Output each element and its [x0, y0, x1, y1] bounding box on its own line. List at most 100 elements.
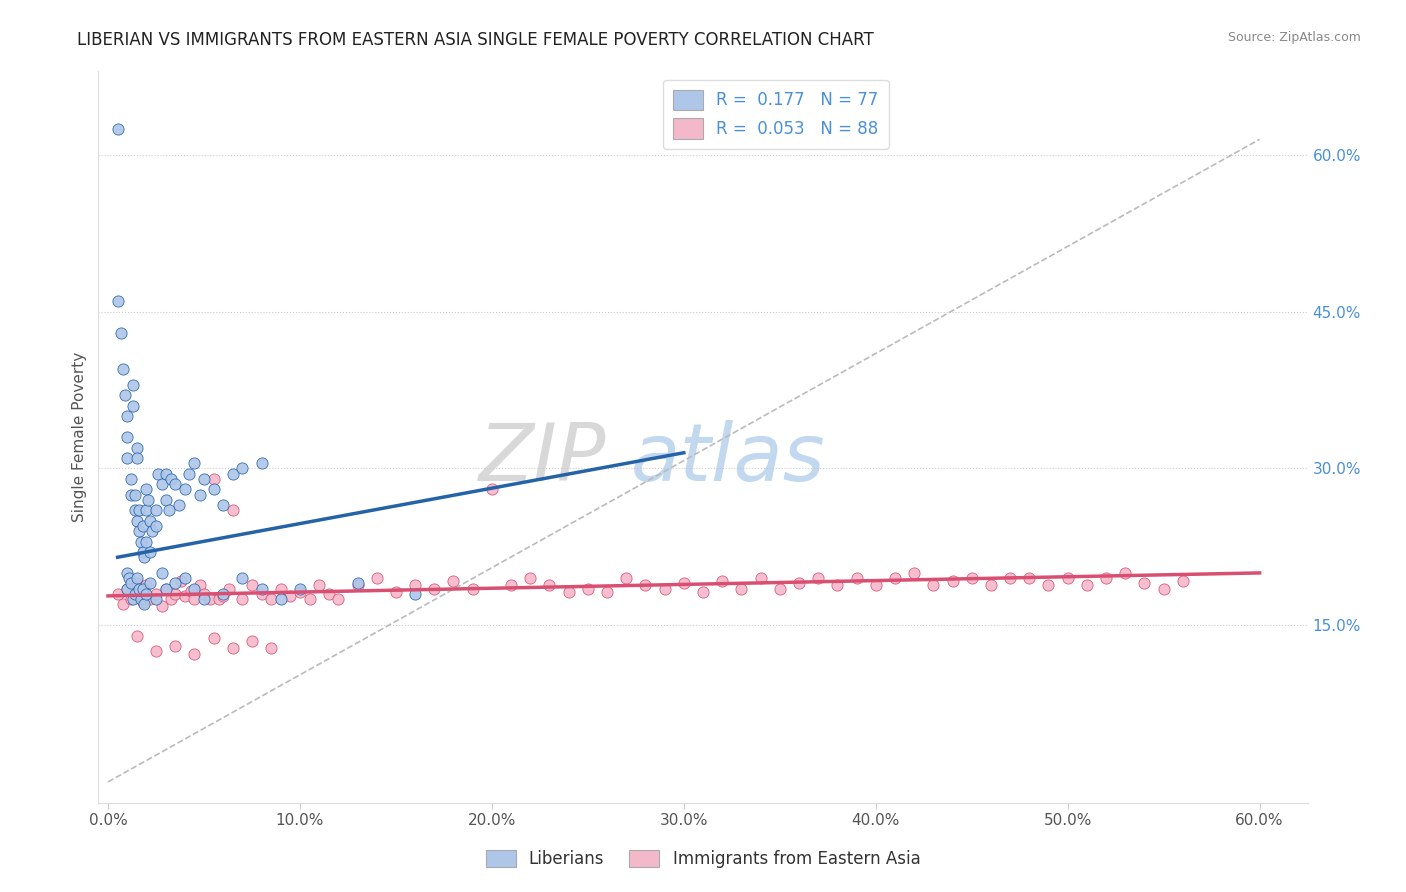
Point: [270, 592, 292, 607]
Point: [107, 121, 129, 136]
Point: [167, 498, 190, 512]
Point: [135, 587, 157, 601]
Point: [596, 584, 619, 599]
Point: [280, 589, 302, 603]
Point: [115, 566, 138, 580]
Point: [155, 492, 177, 507]
Point: [128, 503, 150, 517]
Point: [145, 644, 167, 658]
Point: [112, 597, 135, 611]
Point: [115, 582, 138, 596]
Point: [159, 503, 181, 517]
Point: [183, 592, 205, 607]
Point: [270, 582, 292, 596]
Point: [139, 576, 162, 591]
Point: [787, 576, 810, 591]
Point: [122, 377, 145, 392]
Point: [173, 483, 195, 497]
Point: [150, 599, 173, 614]
Point: [165, 477, 187, 491]
Point: [222, 467, 245, 481]
Point: [1114, 566, 1136, 580]
Point: [827, 578, 849, 592]
Text: LIBERIAN VS IMMIGRANTS FROM EASTERN ASIA SINGLE FEMALE POVERTY CORRELATION CHART: LIBERIAN VS IMMIGRANTS FROM EASTERN ASIA…: [77, 31, 875, 49]
Point: [110, 326, 132, 340]
Point: [125, 441, 148, 455]
Point: [131, 595, 153, 609]
Point: [980, 578, 1002, 592]
Point: [308, 578, 330, 592]
Point: [124, 503, 146, 517]
Text: atlas: atlas: [630, 420, 825, 498]
Point: [318, 587, 340, 601]
Point: [202, 483, 225, 497]
Point: [212, 587, 235, 601]
Point: [177, 467, 200, 481]
Point: [170, 574, 193, 589]
Point: [125, 629, 148, 643]
Point: [1095, 571, 1118, 585]
Point: [118, 571, 141, 585]
Point: [404, 578, 426, 592]
Point: [180, 583, 202, 598]
Point: [146, 467, 169, 481]
Point: [135, 483, 157, 497]
Point: [998, 571, 1021, 585]
Point: [231, 461, 253, 475]
Point: [114, 388, 136, 402]
Point: [538, 578, 561, 592]
Point: [124, 587, 146, 601]
Point: [212, 498, 235, 512]
Point: [654, 582, 676, 596]
Point: [165, 639, 187, 653]
Point: [404, 587, 426, 601]
Point: [120, 472, 142, 486]
Point: [115, 582, 138, 596]
Point: [1018, 571, 1040, 585]
Point: [1076, 578, 1098, 592]
Point: [115, 430, 138, 444]
Point: [298, 592, 321, 607]
Point: [107, 294, 129, 309]
Point: [193, 587, 215, 601]
Point: [366, 571, 388, 585]
Point: [145, 592, 167, 607]
Point: [711, 574, 734, 589]
Point: [346, 578, 368, 592]
Point: [240, 578, 263, 592]
Point: [141, 524, 163, 538]
Point: [115, 409, 138, 424]
Point: [183, 456, 205, 470]
Point: [222, 503, 245, 517]
Point: [1133, 576, 1156, 591]
Point: [769, 582, 792, 596]
Point: [202, 472, 225, 486]
Point: [385, 584, 408, 599]
Point: [1056, 571, 1078, 585]
Point: [692, 584, 714, 599]
Point: [672, 576, 695, 591]
Point: [1153, 582, 1175, 596]
Point: [845, 571, 868, 585]
Point: [519, 571, 541, 585]
Point: [134, 550, 156, 565]
Point: [260, 641, 283, 656]
Point: [145, 519, 167, 533]
Point: [346, 576, 368, 591]
Point: [122, 592, 145, 607]
Point: [128, 524, 150, 538]
Point: [139, 545, 162, 559]
Point: [183, 582, 205, 596]
Point: [188, 578, 211, 592]
Point: [155, 467, 177, 481]
Point: [202, 631, 225, 645]
Point: [183, 648, 205, 662]
Point: [884, 571, 907, 585]
Point: [165, 587, 187, 601]
Point: [173, 589, 195, 603]
Point: [150, 477, 173, 491]
Point: [634, 578, 657, 592]
Text: Source: ZipAtlas.com: Source: ZipAtlas.com: [1227, 31, 1361, 45]
Point: [125, 576, 148, 591]
Legend: Liberians, Immigrants from Eastern Asia: Liberians, Immigrants from Eastern Asia: [479, 844, 927, 875]
